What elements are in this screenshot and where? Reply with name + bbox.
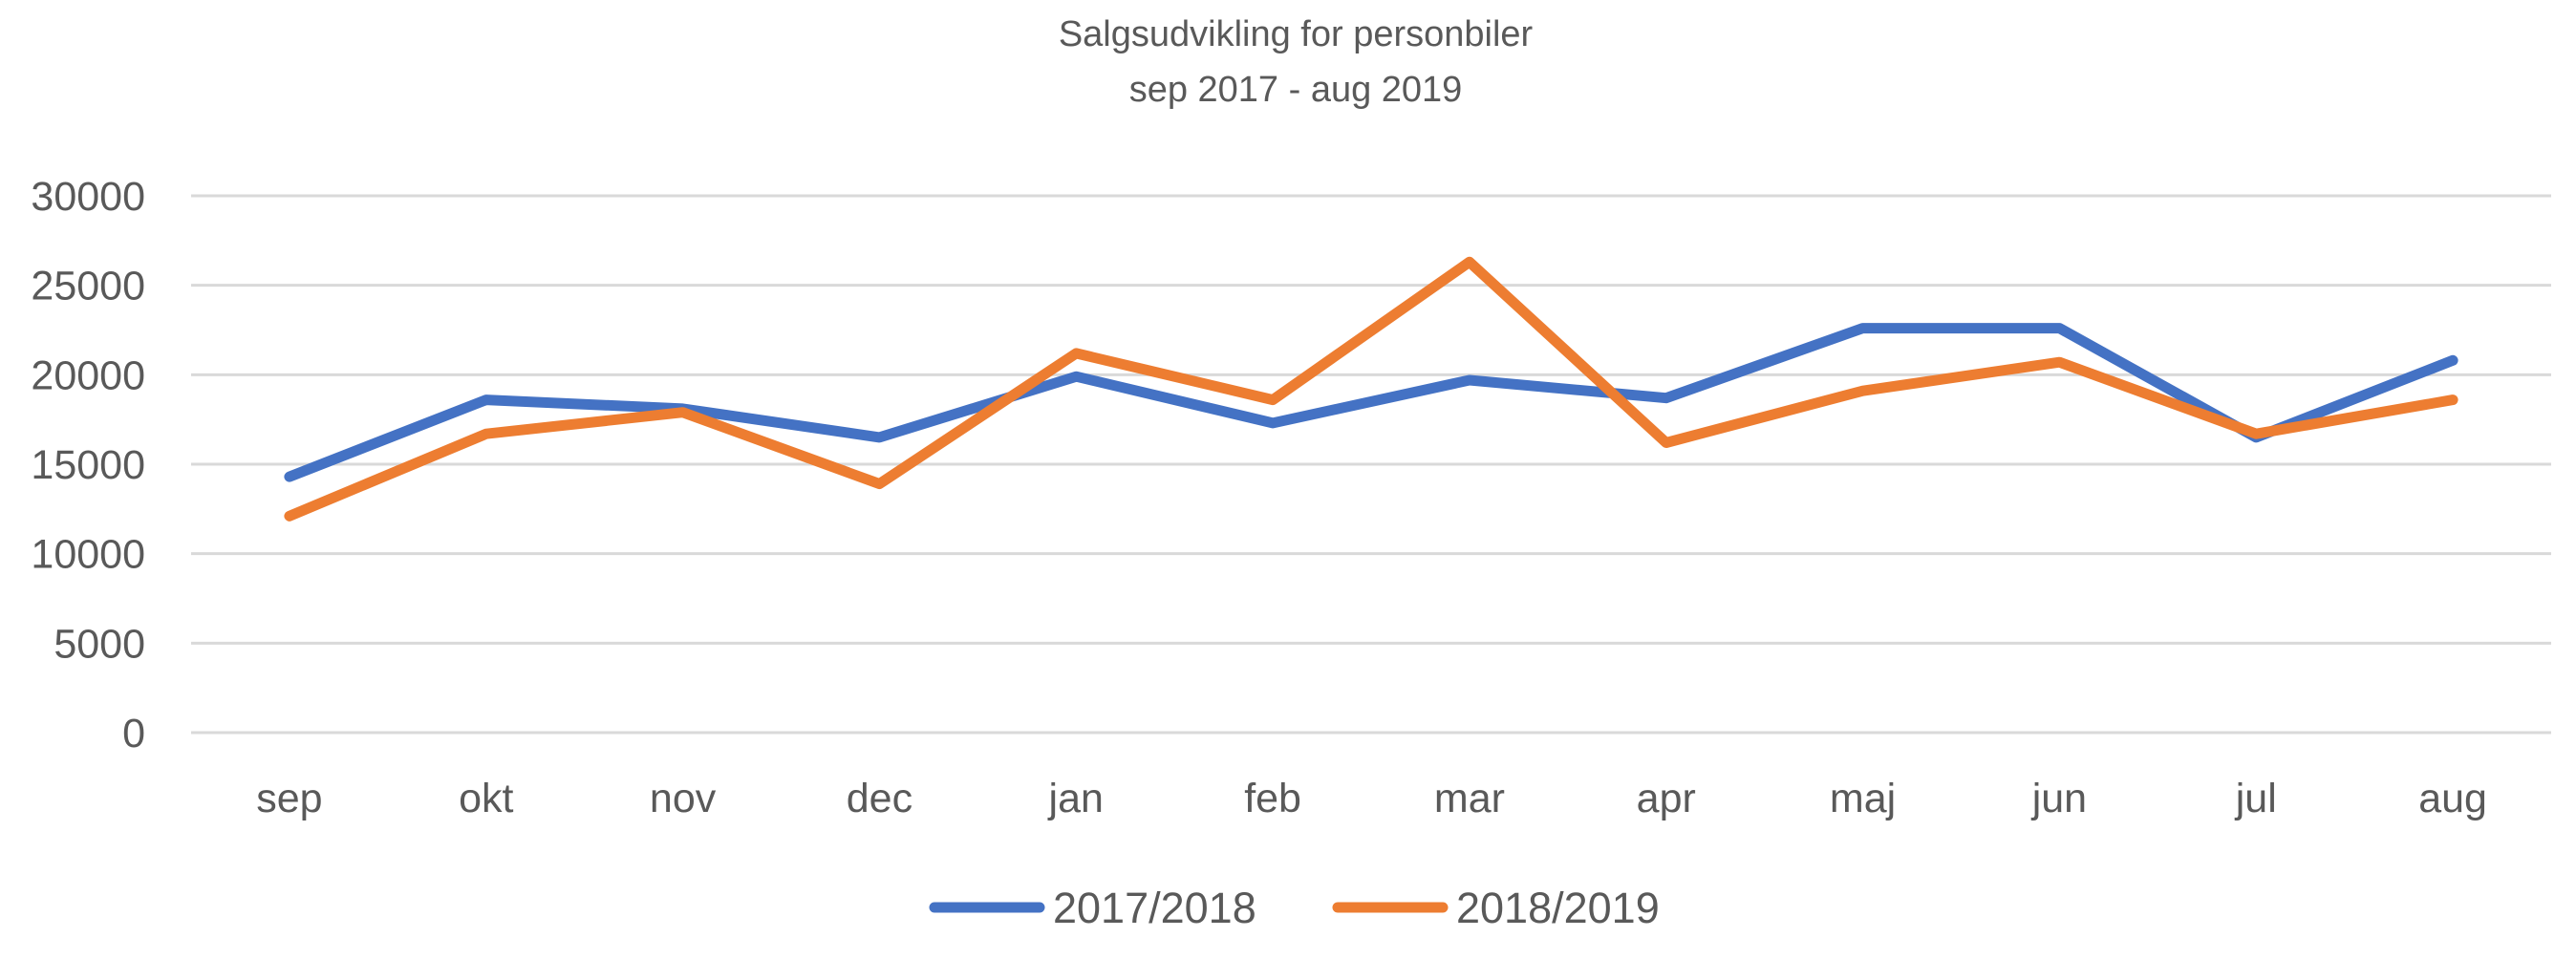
y-tick-label: 15000 bbox=[31, 442, 145, 488]
x-tick-label: sep bbox=[256, 776, 322, 821]
chart-title: Salgsudvikling for personbiler bbox=[1059, 14, 1534, 54]
y-tick-label: 25000 bbox=[31, 264, 145, 309]
x-axis-tick-labels: sep okt nov dec jan feb mar apr maj jun jul aug bbox=[256, 776, 2487, 821]
y-tick-label: 10000 bbox=[31, 532, 145, 578]
x-tick-label: okt bbox=[459, 776, 513, 821]
gridlines bbox=[191, 194, 2551, 735]
y-tick-label: 30000 bbox=[31, 174, 145, 220]
chart-subtitle: sep 2017 - aug 2019 bbox=[1129, 70, 1463, 110]
legend-label: 2018/2019 bbox=[1456, 884, 1660, 932]
y-tick-label: 0 bbox=[122, 711, 145, 757]
x-tick-label: nov bbox=[650, 776, 717, 821]
x-tick-label: jun bbox=[2030, 776, 2087, 821]
series-lines bbox=[284, 256, 2458, 522]
x-tick-label: feb bbox=[1244, 776, 1301, 821]
x-tick-label: maj bbox=[1830, 776, 1896, 821]
x-tick-label: jul bbox=[2234, 776, 2277, 821]
x-tick-label: aug bbox=[2418, 776, 2487, 821]
legend-item-2018-2019[interactable]: 2018/2019 bbox=[1332, 884, 1660, 932]
x-tick-label: mar bbox=[1434, 776, 1505, 821]
series-line-2018-2019 bbox=[284, 256, 2458, 522]
y-tick-label: 5000 bbox=[54, 621, 145, 667]
legend[interactable]: 2017/2018 2018/2019 bbox=[929, 884, 1660, 932]
legend-item-2017-2018[interactable]: 2017/2018 bbox=[929, 884, 1256, 932]
y-axis-tick-labels: 0 5000 10000 15000 20000 25000 30000 bbox=[31, 174, 145, 757]
x-tick-label: apr bbox=[1637, 776, 1696, 821]
y-tick-label: 20000 bbox=[31, 352, 145, 398]
legend-label: 2017/2018 bbox=[1053, 884, 1256, 932]
series-line-2017-2018 bbox=[284, 323, 2458, 482]
x-tick-label: jan bbox=[1047, 776, 1104, 821]
x-tick-label: dec bbox=[847, 776, 912, 821]
